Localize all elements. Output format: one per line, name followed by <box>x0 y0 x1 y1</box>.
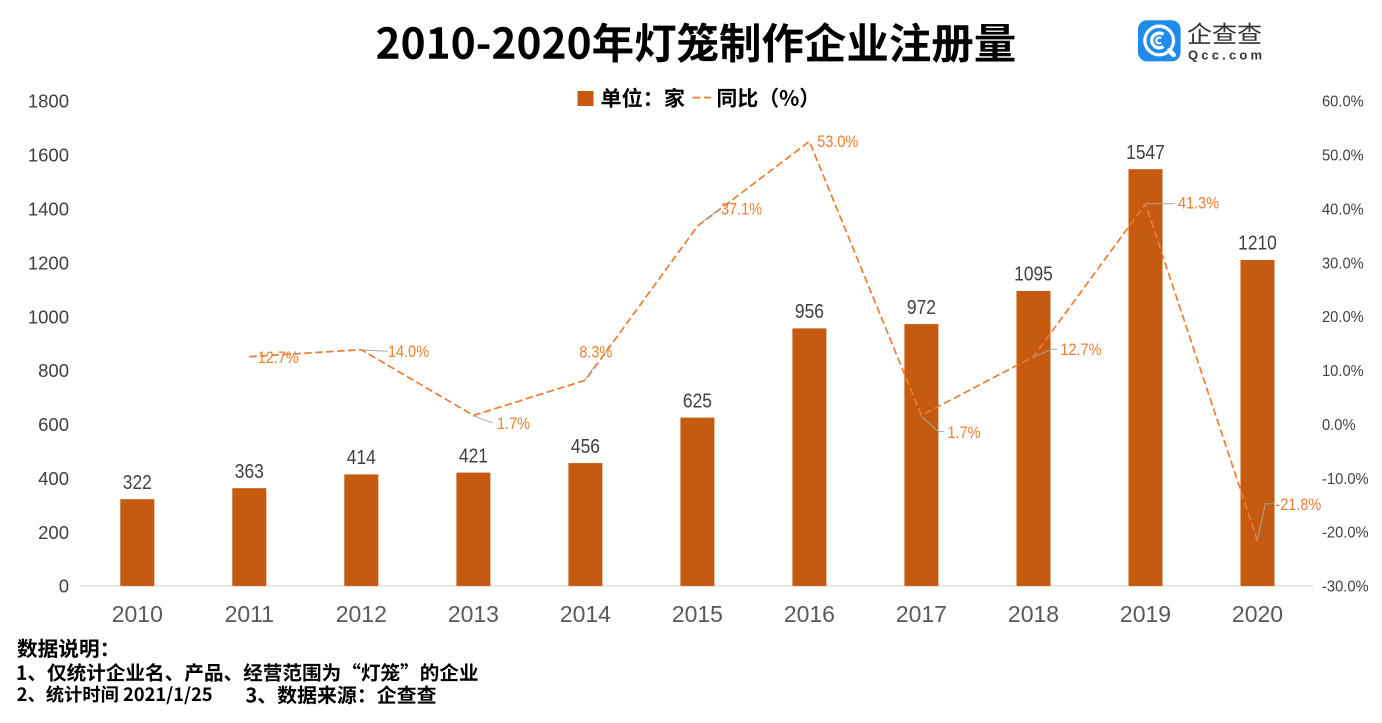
svg-text:400: 400 <box>38 468 69 489</box>
svg-text:0: 0 <box>59 576 69 597</box>
svg-text:37.1%: 37.1% <box>721 201 762 219</box>
svg-text:1400: 1400 <box>28 199 69 220</box>
svg-text:2010: 2010 <box>112 601 163 627</box>
svg-text:1547: 1547 <box>1126 141 1165 163</box>
svg-text:414: 414 <box>347 446 376 468</box>
svg-text:-10.0%: -10.0% <box>1322 470 1369 487</box>
svg-text:2016: 2016 <box>784 601 835 627</box>
svg-text:1210: 1210 <box>1238 232 1277 254</box>
svg-text:53.0%: 53.0% <box>817 133 858 151</box>
svg-text:Qcc.com: Qcc.com <box>1188 47 1265 62</box>
svg-text:-30.0%: -30.0% <box>1322 578 1369 595</box>
svg-text:-20.0%: -20.0% <box>1322 524 1369 541</box>
svg-text:41.3%: 41.3% <box>1178 195 1219 213</box>
svg-text:1.7%: 1.7% <box>497 415 530 433</box>
svg-text:625: 625 <box>683 389 712 411</box>
svg-text:8.3%: 8.3% <box>579 344 612 362</box>
svg-text:2017: 2017 <box>896 601 947 627</box>
svg-text:363: 363 <box>235 460 264 482</box>
svg-text:2012: 2012 <box>336 601 387 627</box>
svg-text:972: 972 <box>907 296 936 318</box>
svg-text:200: 200 <box>38 522 69 543</box>
svg-text:1095: 1095 <box>1014 263 1053 285</box>
svg-text:2020: 2020 <box>1232 601 1283 627</box>
svg-text:2015: 2015 <box>672 601 723 627</box>
svg-text:30.0%: 30.0% <box>1322 255 1364 272</box>
svg-text:1000: 1000 <box>28 306 69 327</box>
svg-text:50.0%: 50.0% <box>1322 147 1364 164</box>
svg-text:1.7%: 1.7% <box>948 424 981 442</box>
svg-text:14.0%: 14.0% <box>388 343 429 361</box>
svg-text:60.0%: 60.0% <box>1322 93 1364 110</box>
svg-text:2019: 2019 <box>1120 601 1171 627</box>
svg-text:456: 456 <box>571 435 600 457</box>
svg-text:2013: 2013 <box>448 601 499 627</box>
svg-text:2018: 2018 <box>1008 601 1059 627</box>
svg-text:12.7%: 12.7% <box>1060 341 1101 359</box>
svg-text:1800: 1800 <box>28 91 69 112</box>
svg-text:2011: 2011 <box>225 601 274 627</box>
svg-text:40.0%: 40.0% <box>1322 201 1364 218</box>
svg-text:956: 956 <box>795 300 824 322</box>
svg-text:2014: 2014 <box>560 601 611 627</box>
svg-text:1200: 1200 <box>28 252 69 273</box>
svg-text:800: 800 <box>38 360 69 381</box>
svg-text:421: 421 <box>459 444 488 466</box>
svg-text:322: 322 <box>123 471 152 493</box>
svg-text:600: 600 <box>38 414 69 435</box>
svg-text:-21.8%: -21.8% <box>1275 496 1321 514</box>
svg-text:0.0%: 0.0% <box>1322 417 1356 434</box>
svg-text:20.0%: 20.0% <box>1322 309 1364 326</box>
svg-text:12.7%: 12.7% <box>258 349 299 367</box>
svg-text:1600: 1600 <box>28 145 69 166</box>
svg-text:10.0%: 10.0% <box>1322 363 1364 380</box>
